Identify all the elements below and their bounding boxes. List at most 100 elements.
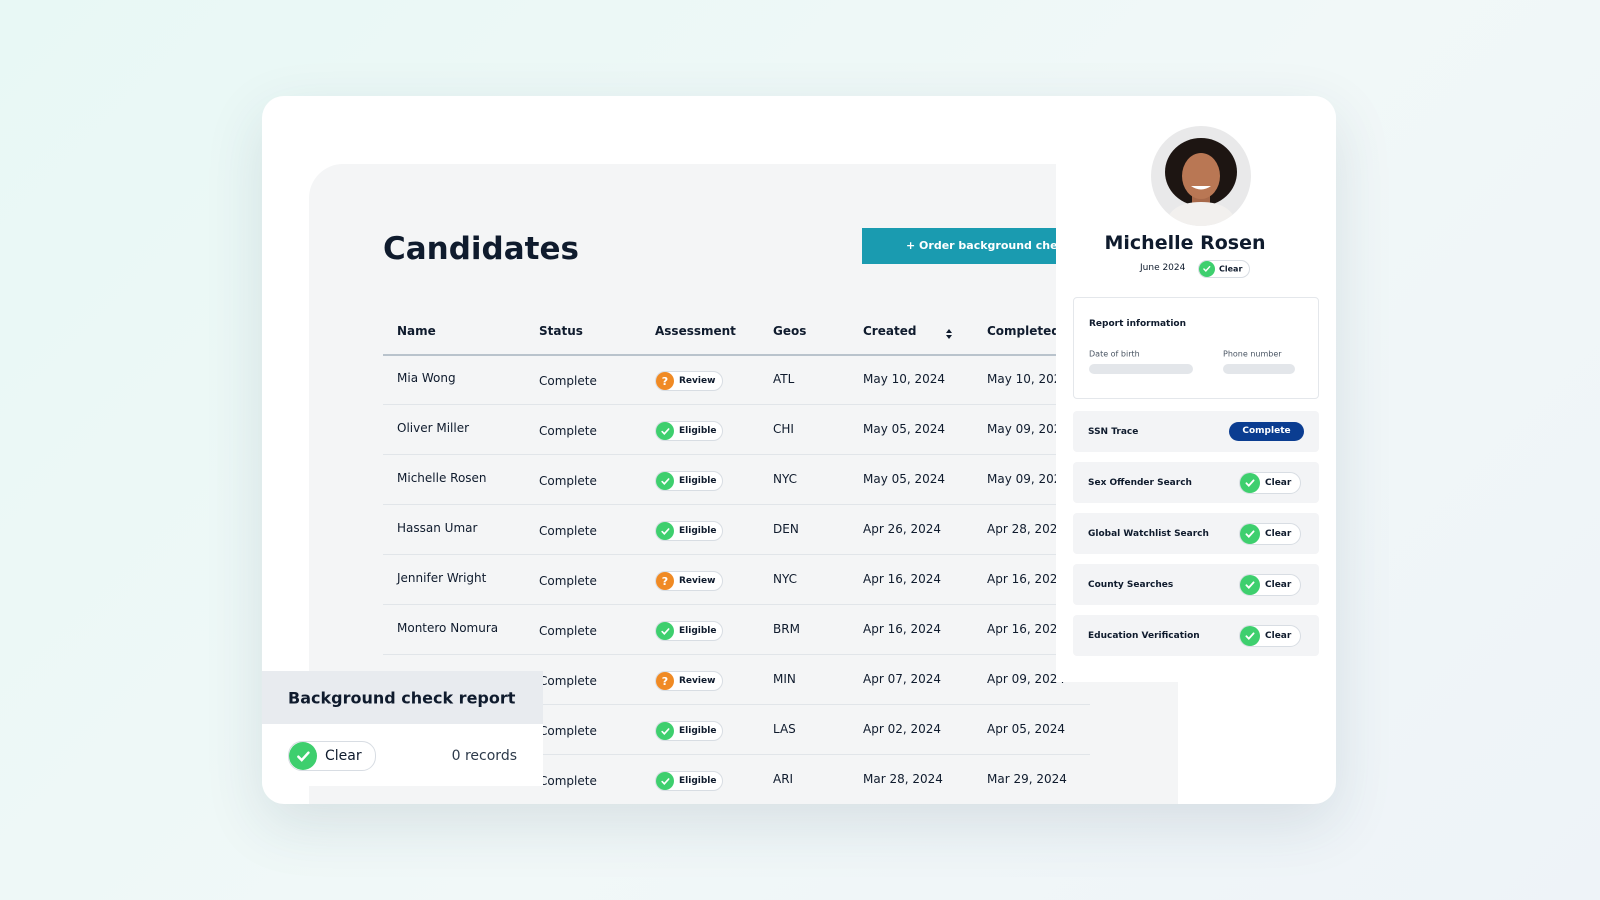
clear-label: Clear: [1265, 529, 1292, 539]
profile-date: June 2024: [1140, 263, 1186, 273]
candidate-name[interactable]: Hassan Umar: [397, 521, 478, 535]
assessment-label: Review: [679, 676, 716, 686]
check-label: Global Watchlist Search: [1088, 529, 1209, 539]
review-icon: ?: [656, 672, 674, 690]
field-placeholder: [1223, 364, 1295, 374]
report-info-title: Report information: [1089, 319, 1186, 329]
order-button[interactable]: + Order background check: [862, 228, 1092, 264]
assessment-badge: Eligible: [655, 771, 723, 791]
report-records: 0 records: [451, 748, 517, 764]
assessment-badge: Eligible: [655, 621, 723, 641]
created-cell: May 10, 2024: [863, 372, 946, 386]
check-mark: [660, 777, 670, 785]
assessment-badge: Eligible: [655, 471, 723, 491]
assessment-badge: ? Review: [655, 671, 723, 691]
geo-cell: MIN: [773, 672, 796, 686]
review-icon: ?: [656, 572, 674, 590]
status-cell: Complete: [539, 524, 597, 538]
status-cell: Complete: [539, 724, 597, 738]
row-divider: [383, 454, 1090, 455]
eligible-icon: [656, 422, 674, 440]
completed-cell: May 10, 2024: [987, 372, 1070, 386]
report-status: Clear: [288, 741, 376, 771]
completed-cell: Apr 16, 2024: [987, 622, 1066, 636]
created-cell: Apr 02, 2024: [863, 722, 942, 736]
check-mark: [1245, 581, 1255, 589]
row-divider: [383, 554, 1090, 555]
field-placeholder: [1089, 364, 1193, 374]
created-cell: Apr 07, 2024: [863, 672, 942, 686]
status-cell: Complete: [539, 474, 597, 488]
check-mark: [660, 727, 670, 735]
completed-cell: May 09, 2024: [987, 472, 1070, 486]
status-cell: Complete: [539, 674, 597, 688]
geo-cell: NYC: [773, 572, 798, 586]
geo-cell: BRM: [773, 622, 800, 636]
assessment-label: Eligible: [679, 526, 717, 536]
row-divider: [383, 654, 1090, 655]
assessment-label: Eligible: [679, 426, 717, 436]
check-label: County Searches: [1088, 580, 1174, 590]
created-cell: Apr 16, 2024: [863, 572, 942, 586]
clear-badge: Clear: [1239, 625, 1301, 647]
candidate-name[interactable]: Oliver Miller: [397, 421, 470, 435]
row-divider: [383, 754, 1090, 755]
geo-cell: LAS: [773, 722, 796, 736]
check-label: Education Verification: [1088, 631, 1200, 641]
check-row: County Searches Clear: [1073, 564, 1319, 605]
created-cell: Apr 26, 2024: [863, 522, 942, 536]
check-mark: [1245, 632, 1255, 640]
sort-icon[interactable]: [945, 325, 953, 339]
check-row: Global Watchlist Search Clear: [1073, 513, 1319, 554]
report-info: Report information Date of birth Phone num…: [1073, 297, 1319, 399]
candidate-name[interactable]: Mia Wong: [397, 371, 456, 385]
geo-cell: NYC: [773, 472, 798, 486]
eligible-icon: [656, 522, 674, 540]
check-mark: [660, 427, 670, 435]
check-row: SSN Trace Complete: [1073, 411, 1319, 452]
status-cell: Complete: [539, 374, 597, 388]
assessment-label: Eligible: [679, 726, 717, 736]
review-icon: ?: [656, 372, 674, 390]
page-title: Candidates: [383, 231, 579, 267]
check-icon: [1199, 261, 1215, 277]
assessment-badge: Eligible: [655, 421, 723, 441]
check-mark: [660, 477, 670, 485]
check-label: SSN Trace: [1088, 427, 1139, 437]
completed-cell: Apr 16, 2024: [987, 572, 1066, 586]
profile-name: Michelle Rosen: [1104, 232, 1266, 254]
clear-badge: Clear: [1239, 574, 1301, 596]
status-cell: Complete: [539, 774, 597, 788]
completed-cell: May 09, 2024: [987, 422, 1070, 436]
created-cell: Apr 16, 2024: [863, 622, 942, 636]
app-card: Candidates + Order background check Name St…: [262, 96, 1336, 804]
check-icon: [289, 742, 317, 770]
clear-label: Clear: [1265, 580, 1292, 590]
assessment-label: Eligible: [679, 476, 717, 486]
report-card-title: Background check report: [288, 688, 516, 708]
status-cell: Complete: [539, 424, 597, 438]
created-cell: May 05, 2024: [863, 422, 946, 436]
complete-badge: Complete: [1229, 422, 1304, 441]
geo-cell: DEN: [773, 522, 799, 536]
candidate-name[interactable]: Jennifer Wright: [397, 571, 487, 585]
candidate-name[interactable]: Michelle Rosen: [397, 471, 487, 485]
check-icon: [1240, 575, 1260, 595]
column-header: Assessment: [655, 324, 736, 338]
row-divider: [383, 604, 1090, 605]
assessment-label: Eligible: [679, 776, 717, 786]
report-status-label: Clear: [325, 748, 362, 764]
eligible-icon: [656, 472, 674, 490]
header-divider: [383, 354, 1090, 356]
check-mark: [660, 627, 670, 635]
avatar-photo: [1165, 138, 1237, 226]
candidate-name[interactable]: Montero Nomura: [397, 621, 499, 635]
check-row: Sex Offender Search Clear: [1073, 462, 1319, 503]
completed-cell: Apr 05, 2024: [987, 722, 1066, 736]
status-cell: Complete: [539, 574, 597, 588]
assessment-badge: Eligible: [655, 521, 723, 541]
assessment-label: Review: [679, 376, 716, 386]
check-mark: [1245, 479, 1255, 487]
check-icon: [1240, 473, 1260, 493]
completed-cell: Apr 09, 2024: [987, 672, 1066, 686]
